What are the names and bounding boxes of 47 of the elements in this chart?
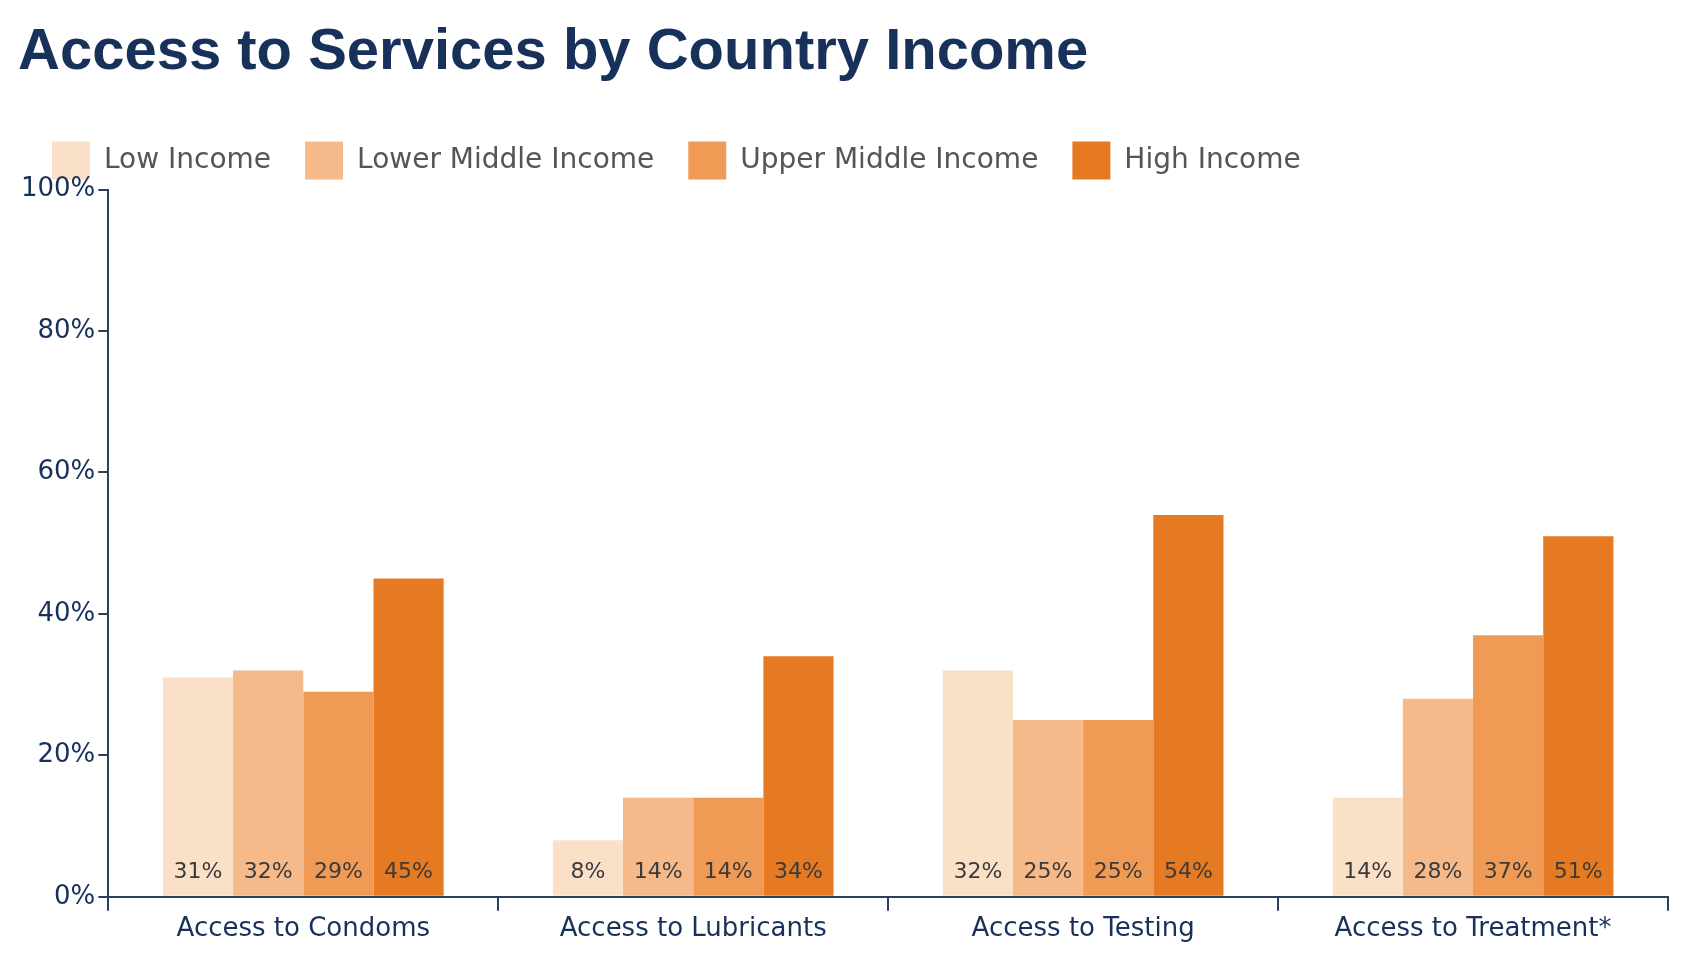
bar bbox=[1543, 536, 1614, 896]
x-tick-label: Access to Testing bbox=[971, 912, 1195, 943]
legend-label: Lower Middle Income bbox=[357, 141, 655, 175]
data-label: 45% bbox=[384, 857, 434, 883]
data-label: 34% bbox=[774, 857, 823, 883]
y-tick-label: 100% bbox=[20, 172, 96, 203]
x-tick-label: Access to Lubricants bbox=[559, 912, 827, 943]
bar bbox=[1012, 720, 1084, 896]
data-label: 14% bbox=[1343, 857, 1393, 883]
bar bbox=[623, 797, 694, 896]
x-tick-label: Access to Treatment* bbox=[1334, 912, 1612, 943]
bar bbox=[552, 840, 624, 896]
bar bbox=[942, 670, 1013, 896]
data-label: 14% bbox=[703, 857, 753, 883]
bar bbox=[1153, 514, 1224, 896]
data-label: 25% bbox=[1093, 857, 1143, 883]
bar bbox=[1083, 720, 1154, 896]
bar bbox=[1332, 797, 1403, 896]
data-label: 51% bbox=[1553, 857, 1603, 883]
legend-label: High Income bbox=[1124, 141, 1301, 175]
bar bbox=[763, 656, 834, 896]
data-label: 28% bbox=[1413, 857, 1463, 883]
data-label: 32% bbox=[953, 857, 1003, 883]
y-tick-label: 0% bbox=[54, 879, 96, 910]
legend-label: Low Income bbox=[104, 141, 272, 175]
bar bbox=[162, 677, 234, 896]
legend-label: Upper Middle Income bbox=[740, 141, 1039, 175]
data-label: 31% bbox=[173, 857, 223, 883]
y-tick-label: 40% bbox=[37, 596, 96, 627]
data-label: 37% bbox=[1483, 857, 1533, 883]
data-label: 14% bbox=[633, 857, 683, 883]
bar bbox=[303, 691, 374, 896]
bar bbox=[1473, 635, 1544, 896]
x-tick-label: Access to Condoms bbox=[176, 912, 431, 943]
y-tick-label: 80% bbox=[37, 313, 96, 344]
data-label: 25% bbox=[1023, 857, 1073, 883]
data-label: 8% bbox=[570, 857, 606, 883]
data-label: 54% bbox=[1163, 857, 1213, 883]
data-label: 32% bbox=[243, 857, 293, 883]
y-tick-label: 60% bbox=[37, 455, 96, 486]
bar bbox=[373, 578, 444, 896]
y-tick-label: 20% bbox=[37, 738, 96, 769]
bar bbox=[1402, 698, 1474, 896]
bar bbox=[233, 670, 304, 896]
bar bbox=[693, 797, 764, 896]
data-label: 29% bbox=[313, 857, 363, 883]
chart-title: Access to Services by Country Income bbox=[18, 15, 1089, 81]
